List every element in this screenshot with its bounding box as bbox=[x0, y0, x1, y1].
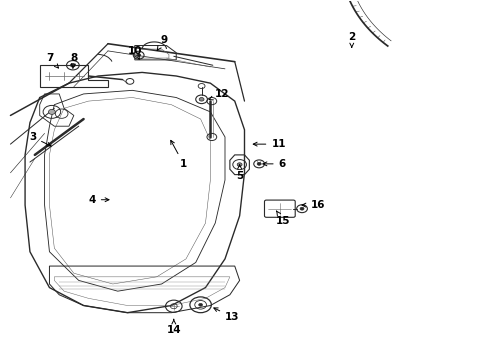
Circle shape bbox=[257, 162, 261, 165]
Text: 6: 6 bbox=[263, 159, 285, 169]
Text: 16: 16 bbox=[302, 200, 324, 210]
Text: 11: 11 bbox=[253, 139, 285, 149]
Circle shape bbox=[300, 207, 304, 210]
Text: 9: 9 bbox=[157, 35, 167, 50]
Text: 7: 7 bbox=[46, 53, 59, 68]
Text: 2: 2 bbox=[347, 32, 355, 48]
Text: 13: 13 bbox=[213, 308, 239, 322]
Text: 8: 8 bbox=[70, 53, 77, 69]
Text: 4: 4 bbox=[88, 195, 109, 205]
Circle shape bbox=[137, 54, 141, 57]
Circle shape bbox=[199, 98, 203, 101]
Text: 15: 15 bbox=[276, 211, 290, 226]
Text: 1: 1 bbox=[170, 140, 187, 169]
Text: 10: 10 bbox=[127, 46, 142, 59]
Circle shape bbox=[48, 109, 55, 114]
Circle shape bbox=[70, 63, 75, 67]
Text: 3: 3 bbox=[29, 132, 51, 146]
Circle shape bbox=[237, 163, 242, 166]
Text: 5: 5 bbox=[236, 165, 243, 181]
Text: 12: 12 bbox=[208, 89, 229, 100]
Text: 14: 14 bbox=[166, 319, 181, 335]
Circle shape bbox=[198, 303, 202, 306]
